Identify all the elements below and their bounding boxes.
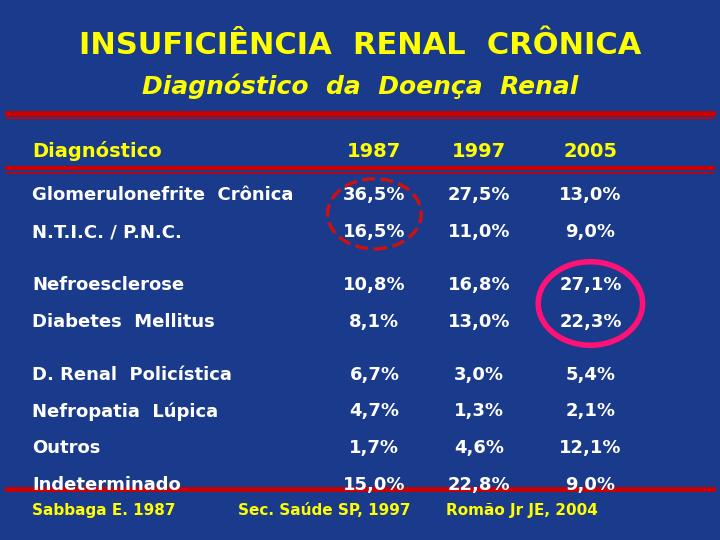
Text: 9,0%: 9,0% xyxy=(565,223,616,241)
Text: Outros: Outros xyxy=(32,439,101,457)
Text: Diagnóstico: Diagnóstico xyxy=(32,141,162,161)
Text: 3,0%: 3,0% xyxy=(454,366,504,384)
Text: Sec. Saúde SP, 1997: Sec. Saúde SP, 1997 xyxy=(238,503,410,518)
Text: 2005: 2005 xyxy=(563,141,618,161)
Text: Nefropatia  Lúpica: Nefropatia Lúpica xyxy=(32,402,219,421)
Text: 22,3%: 22,3% xyxy=(559,313,621,331)
Text: 27,1%: 27,1% xyxy=(559,276,621,294)
Text: 2,1%: 2,1% xyxy=(565,402,616,421)
Text: Glomerulonefrite  Crônica: Glomerulonefrite Crônica xyxy=(32,186,294,205)
Text: 9,0%: 9,0% xyxy=(565,476,616,494)
Text: 1997: 1997 xyxy=(451,141,506,161)
Text: Diagnóstico  da  Doença  Renal: Diagnóstico da Doença Renal xyxy=(142,73,578,99)
Text: Diabetes  Mellitus: Diabetes Mellitus xyxy=(32,313,215,331)
Text: 16,5%: 16,5% xyxy=(343,223,405,241)
Text: 12,1%: 12,1% xyxy=(559,439,621,457)
Text: 1987: 1987 xyxy=(347,141,402,161)
Text: Nefroesclerose: Nefroesclerose xyxy=(32,276,184,294)
Text: 4,6%: 4,6% xyxy=(454,439,504,457)
Text: 15,0%: 15,0% xyxy=(343,476,405,494)
Text: Romão Jr JE, 2004: Romão Jr JE, 2004 xyxy=(446,503,598,518)
Text: 1,3%: 1,3% xyxy=(454,402,504,421)
Text: 27,5%: 27,5% xyxy=(448,186,510,205)
Text: 22,8%: 22,8% xyxy=(448,476,510,494)
Text: 13,0%: 13,0% xyxy=(448,313,510,331)
Text: 4,7%: 4,7% xyxy=(349,402,400,421)
Text: 6,7%: 6,7% xyxy=(349,366,400,384)
Text: 11,0%: 11,0% xyxy=(448,223,510,241)
Text: 36,5%: 36,5% xyxy=(343,186,405,205)
Text: INSUFICIÊNCIA  RENAL  CRÔNICA: INSUFICIÊNCIA RENAL CRÔNICA xyxy=(78,31,642,60)
Text: N.T.I.C. / P.N.C.: N.T.I.C. / P.N.C. xyxy=(32,223,182,241)
Text: Sabbaga E. 1987: Sabbaga E. 1987 xyxy=(32,503,176,518)
Text: 8,1%: 8,1% xyxy=(349,313,400,331)
Text: 5,4%: 5,4% xyxy=(565,366,616,384)
Text: 16,8%: 16,8% xyxy=(448,276,510,294)
Text: 10,8%: 10,8% xyxy=(343,276,405,294)
Text: D. Renal  Policística: D. Renal Policística xyxy=(32,366,233,384)
Text: 1,7%: 1,7% xyxy=(349,439,400,457)
Text: 13,0%: 13,0% xyxy=(559,186,621,205)
Text: Indeterminado: Indeterminado xyxy=(32,476,181,494)
